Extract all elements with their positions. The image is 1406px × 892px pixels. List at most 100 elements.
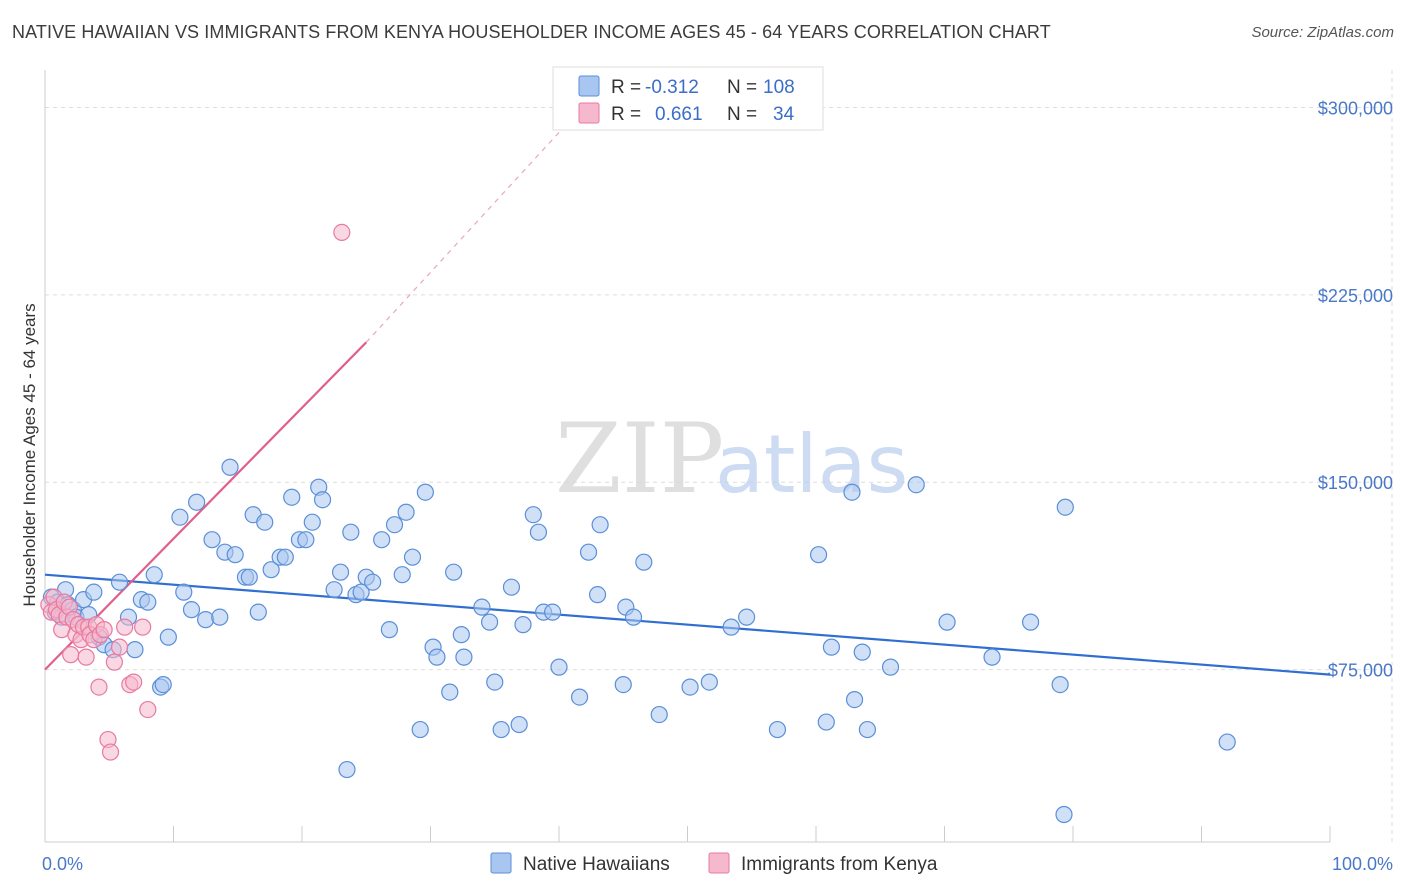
series-legend: Native Hawaiians Immigrants from Kenya <box>490 852 938 875</box>
point-native-hawaiians-38 <box>262 561 280 579</box>
point-immigrants-from-kenya-25 <box>105 653 123 671</box>
point-native-hawaiians-25 <box>182 601 201 619</box>
watermark-zip: ZIP <box>555 403 724 515</box>
point-immigrants-from-kenya-15 <box>77 648 95 666</box>
y-axis-label: Householder Income Ages 45 - 64 years <box>20 303 39 606</box>
point-native-hawaiians-54 <box>364 573 382 591</box>
point-native-hawaiians-64 <box>428 648 446 666</box>
point-native-hawaiians-101 <box>858 720 877 739</box>
x-tick-label-min: 0.0% <box>42 854 83 874</box>
point-native-hawaiians-85 <box>614 676 632 694</box>
point-native-hawaiians-79 <box>543 603 562 621</box>
point-native-hawaiians-28 <box>203 531 221 549</box>
point-native-hawaiians-74 <box>510 715 528 734</box>
point-native-hawaiians-50 <box>342 523 360 541</box>
point-native-hawaiians-61 <box>411 720 429 739</box>
point-native-hawaiians-66 <box>445 563 463 581</box>
point-native-hawaiians-43 <box>297 531 315 549</box>
trend-lines <box>44 132 1331 676</box>
point-native-hawaiians-26 <box>188 493 206 511</box>
point-native-hawaiians-60 <box>403 548 422 566</box>
point-native-hawaiians-46 <box>313 491 332 509</box>
point-native-hawaiians-19 <box>145 566 163 584</box>
point-immigrants-from-kenya-29 <box>125 673 143 691</box>
grid-lines <box>45 70 1393 842</box>
series-native-hawaiians <box>42 458 1236 824</box>
point-native-hawaiians-91 <box>700 673 718 691</box>
point-native-hawaiians-22 <box>159 628 177 646</box>
point-native-hawaiians-49 <box>338 760 356 779</box>
legend-swatch-native-hawaiians <box>490 852 512 874</box>
point-native-hawaiians-44 <box>303 513 321 531</box>
legend-swatch-blue <box>578 75 600 97</box>
point-native-hawaiians-59 <box>397 503 415 521</box>
point-native-hawaiians-73 <box>502 578 521 596</box>
point-native-hawaiians-94 <box>768 720 787 739</box>
point-native-hawaiians-77 <box>529 523 548 541</box>
point-native-hawaiians-23 <box>171 508 189 526</box>
point-native-hawaiians-100 <box>853 643 871 661</box>
point-native-hawaiians-103 <box>907 476 925 494</box>
source-label: Source: ZipAtlas.com <box>1251 24 1394 41</box>
point-native-hawaiians-69 <box>473 598 491 616</box>
point-native-hawaiians-80 <box>550 658 568 676</box>
point-native-hawaiians-89 <box>650 705 668 724</box>
legend-r-value-2: 0.661 <box>655 104 703 125</box>
point-immigrants-from-kenya-32 <box>333 223 351 241</box>
point-native-hawaiians-52 <box>352 583 370 601</box>
x-tick-label-max: 100.0% <box>1332 854 1393 874</box>
point-immigrants-from-kenya-27 <box>116 618 134 636</box>
point-native-hawaiians-40 <box>276 548 294 566</box>
point-native-hawaiians-106 <box>1021 613 1040 631</box>
point-native-hawaiians-14 <box>110 573 129 591</box>
point-native-hawaiians-21 <box>154 676 172 694</box>
legend-r-label-2: R = <box>611 104 641 125</box>
point-native-hawaiians-90 <box>681 678 699 696</box>
point-immigrants-from-kenya-9 <box>62 646 80 664</box>
point-native-hawaiians-67 <box>452 626 470 644</box>
point-native-hawaiians-75 <box>514 616 532 634</box>
point-native-hawaiians-27 <box>197 611 215 629</box>
point-native-hawaiians-84 <box>591 516 609 534</box>
series-immigrants-from-kenya <box>40 223 351 761</box>
point-native-hawaiians-16 <box>126 641 144 659</box>
point-native-hawaiians-105 <box>983 648 1001 666</box>
point-native-hawaiians-88 <box>635 553 653 571</box>
point-native-hawaiians-71 <box>486 673 504 691</box>
y-tick-label-1: $150,000 <box>1318 473 1393 493</box>
watermark-atlas: atlas <box>715 418 908 511</box>
point-native-hawaiians-97 <box>822 638 841 656</box>
point-immigrants-from-kenya-20 <box>90 678 108 696</box>
point-native-hawaiians-65 <box>441 683 459 701</box>
point-native-hawaiians-70 <box>481 613 499 631</box>
tick-labels: $75,000 $150,000 $225,000 $300,000 0.0% 100.0… <box>42 98 1393 874</box>
point-native-hawaiians-72 <box>492 720 510 739</box>
legend-n-value-2: 34 <box>773 104 795 125</box>
point-native-hawaiians-31 <box>221 458 239 476</box>
chart-title: NATIVE HAWAIIAN VS IMMIGRANTS FROM KENYA… <box>12 22 1051 42</box>
point-immigrants-from-kenya-22 <box>95 621 113 639</box>
point-immigrants-from-kenya-24 <box>101 743 120 761</box>
legend-label-immigrants-from-kenya: Immigrants from Kenya <box>741 854 938 875</box>
point-native-hawaiians-104 <box>938 613 956 631</box>
legend-n-label-2: N = <box>727 104 757 125</box>
y-tick-label-3: $300,000 <box>1318 98 1393 118</box>
point-native-hawaiians-37 <box>256 513 274 531</box>
point-native-hawaiians-108 <box>1055 805 1073 824</box>
point-native-hawaiians-107 <box>1051 676 1069 694</box>
point-native-hawaiians-109 <box>1056 498 1074 516</box>
axes <box>44 70 1331 843</box>
point-native-hawaiians-57 <box>385 516 404 534</box>
point-native-hawaiians-68 <box>455 648 473 666</box>
point-native-hawaiians-96 <box>817 713 835 731</box>
point-native-hawaiians-87 <box>624 608 643 626</box>
point-native-hawaiians-41 <box>283 488 301 506</box>
legend-label-native-hawaiians: Native Hawaiians <box>523 854 670 875</box>
point-native-hawaiians-99 <box>845 690 864 709</box>
point-native-hawaiians-29 <box>211 608 229 626</box>
y-tick-label-2: $225,000 <box>1318 286 1393 306</box>
point-native-hawaiians-58 <box>393 566 411 584</box>
legend-swatch-immigrants-from-kenya <box>708 852 730 874</box>
point-native-hawaiians-18 <box>139 593 157 611</box>
point-native-hawaiians-56 <box>380 621 398 639</box>
